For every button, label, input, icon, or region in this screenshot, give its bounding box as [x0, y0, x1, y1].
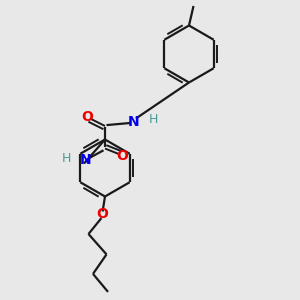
Text: N: N	[80, 154, 91, 167]
Text: H: H	[62, 152, 72, 165]
Text: N: N	[128, 115, 139, 128]
Text: O: O	[96, 208, 108, 221]
Text: O: O	[82, 110, 94, 124]
Text: H: H	[148, 112, 158, 126]
Text: O: O	[116, 149, 128, 163]
